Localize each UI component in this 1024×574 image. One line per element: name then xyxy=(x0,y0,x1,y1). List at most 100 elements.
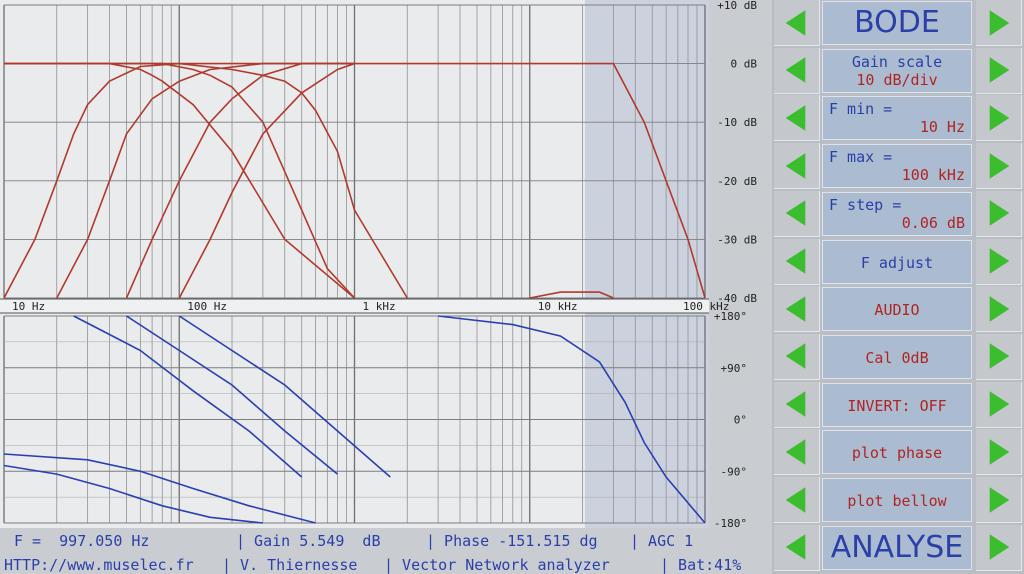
control-panel: BODE Gain scale 10 dB/div F min = 10 Hz F max… xyxy=(772,0,1024,574)
arrow-right-icon xyxy=(989,9,1010,36)
analyse-button[interactable]: ANALYSE xyxy=(822,525,972,570)
f-min-label: F min = xyxy=(829,100,893,119)
battery-level: | Bat:41% xyxy=(660,556,742,574)
cal-0db-increase-button[interactable] xyxy=(976,333,1022,380)
gain-trace-6 xyxy=(4,62,408,299)
plot-bellow-increase-button[interactable] xyxy=(976,477,1022,523)
gain-scale-decrease-button[interactable] xyxy=(774,47,820,94)
cal-0db-button[interactable]: Cal 0dB xyxy=(822,334,972,379)
gain-scale-value: 10 dB/div xyxy=(856,70,938,89)
f-max-button[interactable]: F max = 100 kHz xyxy=(822,144,972,189)
panel-row-analyse: ANALYSE xyxy=(772,524,1024,573)
arrow-left-icon xyxy=(785,200,806,227)
arrow-right-icon xyxy=(989,200,1010,227)
f-adjust-button[interactable]: F adjust xyxy=(822,239,972,284)
arrow-left-icon xyxy=(785,57,806,83)
gain-trace-3 xyxy=(56,62,355,299)
plot-bellow-button[interactable]: plot bellow xyxy=(822,478,972,522)
f-min-decrease-button[interactable] xyxy=(774,95,820,142)
frequency-tick-label: 100 Hz xyxy=(187,300,227,313)
panel-row-gain-scale: Gain scale 10 dB/div xyxy=(772,47,1024,96)
f-step-increase-button[interactable] xyxy=(976,190,1022,237)
bode-mode-button[interactable]: BODE xyxy=(822,1,972,45)
invert-label: INVERT: OFF xyxy=(847,396,947,415)
arrow-right-icon xyxy=(989,391,1010,417)
f-adjust-label: F adjust xyxy=(860,253,934,272)
audio-button[interactable]: AUDIO xyxy=(822,287,972,332)
gain-trace-5 xyxy=(125,62,355,299)
invert-decrease-button[interactable] xyxy=(774,381,820,428)
gain-traces xyxy=(3,62,706,299)
frequency-axis-labels: 10 Hz 100 Hz 1 kHz 10 kHz 100 kHz xyxy=(12,300,729,313)
audio-increase-button[interactable] xyxy=(976,286,1022,333)
plot-phase-button[interactable]: plot phase xyxy=(822,430,972,475)
arrow-right-icon xyxy=(989,486,1010,513)
phase-trace-1 xyxy=(3,464,263,524)
analyse-increase-button[interactable] xyxy=(976,524,1022,571)
arrow-right-icon xyxy=(989,534,1010,560)
f-adjust-decrease-button[interactable] xyxy=(774,238,820,285)
audio-label: AUDIO xyxy=(874,301,920,320)
f-max-value: 100 kHz xyxy=(901,166,965,185)
arrow-right-icon xyxy=(989,343,1010,370)
bode-mode-decrease-button[interactable] xyxy=(774,0,820,46)
analyse-decrease-button[interactable] xyxy=(774,524,820,571)
plot-bellow-decrease-button[interactable] xyxy=(774,477,820,523)
gain-readout: | Gain 5.549 dB xyxy=(236,532,381,550)
invert-button[interactable]: INVERT: OFF xyxy=(822,382,972,427)
arrow-left-icon xyxy=(785,248,806,274)
arrow-right-icon xyxy=(989,152,1010,179)
f-min-button[interactable]: F min = 10 Hz xyxy=(822,96,972,141)
arrow-right-icon xyxy=(989,295,1010,322)
frequency-readout: F = 997.050 Hz xyxy=(14,532,150,550)
f-max-increase-button[interactable] xyxy=(976,143,1022,190)
phase-traces xyxy=(3,315,706,524)
audio-decrease-button[interactable] xyxy=(774,286,820,333)
plot-phase-increase-button[interactable] xyxy=(976,429,1022,476)
phase-trace-3 xyxy=(73,315,303,478)
phase-trace-5 xyxy=(178,315,391,478)
gain-tick-label: -10 dB xyxy=(717,116,757,129)
plot-grid xyxy=(0,4,709,524)
f-step-button[interactable]: F step = 0.06 dB xyxy=(822,191,972,236)
gain-scale-increase-button[interactable] xyxy=(976,47,1022,94)
f-max-label: F max = xyxy=(829,148,893,167)
bode-plot-area: +10 dB 0 dB -10 dB -20 dB -30 dB -40 dB +180°… xyxy=(0,0,757,530)
bode-mode-increase-button[interactable] xyxy=(976,0,1022,46)
panel-row-plot-bellow: plot bellow xyxy=(772,477,1024,525)
f-min-value: 10 Hz xyxy=(919,118,965,137)
cal-0db-label: Cal 0dB xyxy=(865,348,929,367)
agc-readout: | AGC 1 xyxy=(630,532,694,550)
f-step-label: F step = xyxy=(829,195,902,214)
gain-scale-button[interactable]: Gain scale 10 dB/div xyxy=(822,48,972,93)
phase-tick-label: +180° xyxy=(714,310,747,323)
gain-tick-label: -40 dB xyxy=(717,292,757,305)
gain-trace-1 xyxy=(3,62,355,299)
arrow-left-icon xyxy=(785,343,806,370)
phase-readout: | Phase -151.515 dg xyxy=(426,532,598,550)
arrow-left-icon xyxy=(785,534,806,560)
cal-0db-decrease-button[interactable] xyxy=(774,333,820,380)
f-min-increase-button[interactable] xyxy=(976,95,1022,142)
status-bar: F = 997.050 Hz | Gain 5.549 dB | Phase -… xyxy=(0,528,772,574)
frequency-tick-label: 10 kHz xyxy=(538,300,578,313)
f-step-decrease-button[interactable] xyxy=(774,190,820,237)
panel-row-f-step: F step = 0.06 dB xyxy=(772,190,1024,239)
frequency-tick-label: 100 kHz xyxy=(683,300,729,313)
gain-scale-label: Gain scale xyxy=(851,52,943,71)
plot-phase-label: plot phase xyxy=(851,444,943,463)
plot-phase-decrease-button[interactable] xyxy=(774,429,820,476)
phase-tick-label: +90° xyxy=(721,362,748,375)
f-max-decrease-button[interactable] xyxy=(774,143,820,190)
panel-row-f-max: F max = 100 kHz xyxy=(772,143,1024,191)
panel-row-f-adjust: F adjust xyxy=(772,238,1024,287)
f-adjust-increase-button[interactable] xyxy=(976,238,1022,285)
phase-trace-6 xyxy=(438,315,706,524)
arrow-left-icon xyxy=(785,9,806,36)
frequency-tick-label: 10 Hz xyxy=(12,300,45,313)
arrow-left-icon xyxy=(785,152,806,179)
panel-row-invert: INVERT: OFF xyxy=(772,381,1024,430)
phase-trace-4 xyxy=(126,315,339,475)
invert-increase-button[interactable] xyxy=(976,381,1022,428)
arrow-left-icon xyxy=(785,295,806,322)
